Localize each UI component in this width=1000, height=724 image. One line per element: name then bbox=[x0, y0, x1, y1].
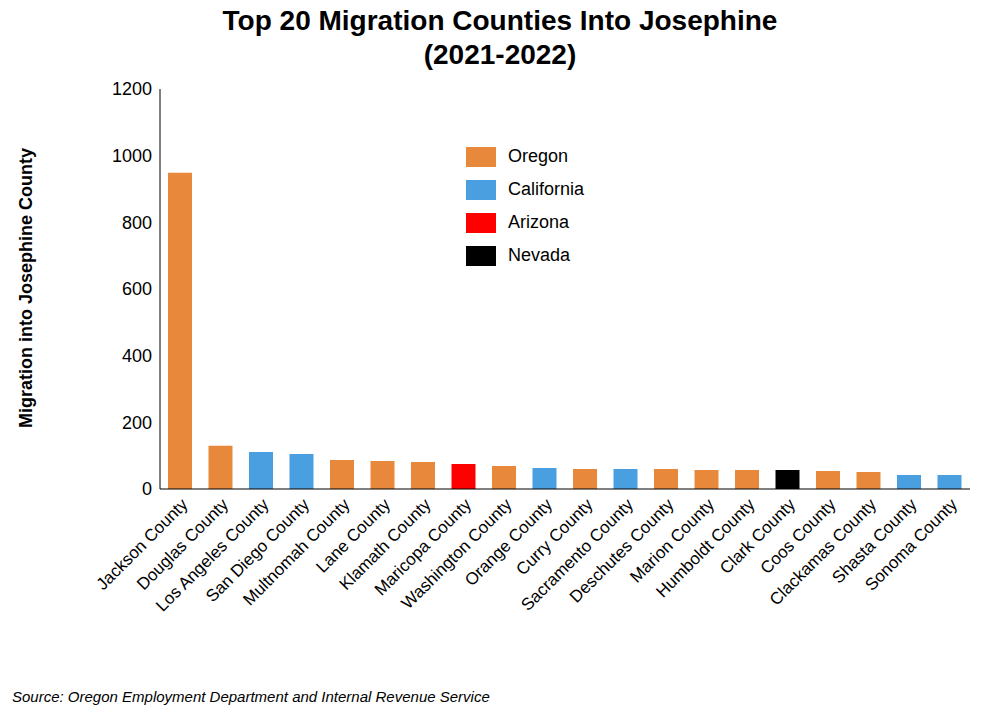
svg-text:Los Angeles County: Los Angeles County bbox=[152, 494, 273, 616]
svg-text:1200: 1200 bbox=[112, 79, 152, 99]
svg-text:Douglas County: Douglas County bbox=[133, 494, 233, 594]
svg-text:Jackson County: Jackson County bbox=[92, 494, 192, 594]
svg-text:Clark County: Clark County bbox=[716, 494, 800, 578]
svg-text:Clackamas County: Clackamas County bbox=[765, 494, 881, 610]
svg-text:1000: 1000 bbox=[112, 146, 152, 166]
svg-text:Sacramento County: Sacramento County bbox=[517, 494, 638, 615]
html-text:Migration into Josephine Count: Migration into Josephine County bbox=[15, 148, 36, 428]
svg-text:400: 400 bbox=[122, 346, 152, 366]
svg-text:Sonoma County: Sonoma County bbox=[861, 495, 961, 595]
svg-text:Maricopa County: Maricopa County bbox=[370, 494, 476, 600]
svg-text:Curry County: Curry County bbox=[512, 494, 597, 580]
html-text:Arizona: Arizona bbox=[508, 212, 569, 232]
svg-text:San Diego County: San Diego County bbox=[202, 494, 314, 606]
svg-text:Orange County: Orange County bbox=[461, 494, 557, 590]
html-text:Nevada: Nevada bbox=[508, 245, 570, 265]
svg-text:Multnomah County: Multnomah County bbox=[239, 494, 354, 610]
svg-text:Washington County: Washington County bbox=[397, 494, 516, 613]
svg-text:Lane County: Lane County bbox=[312, 494, 395, 577]
svg-text:0: 0 bbox=[142, 479, 152, 499]
svg-text:800: 800 bbox=[122, 213, 152, 233]
svg-text:Humboldt County: Humboldt County bbox=[652, 494, 759, 602]
html-text:Source: Oregon Employment Depa: Source: Oregon Employment Department and… bbox=[12, 688, 490, 705]
html-text:Top 20 Migration Counties Into: Top 20 Migration Counties Into Josephine bbox=[222, 5, 778, 36]
html-text:California: California bbox=[508, 179, 584, 199]
html-text:(2021-2022): (2021-2022) bbox=[423, 39, 577, 70]
svg-text:Deschutes County: Deschutes County bbox=[566, 494, 678, 607]
svg-text:Shasta County: Shasta County bbox=[828, 494, 921, 588]
svg-text:200: 200 bbox=[122, 413, 152, 433]
svg-text:Coos County: Coos County bbox=[756, 494, 840, 578]
svg-text:600: 600 bbox=[122, 279, 152, 299]
svg-text:Marion County: Marion County bbox=[626, 494, 719, 587]
html-text:Oregon: Oregon bbox=[508, 146, 568, 166]
svg-text:Klamath County: Klamath County bbox=[335, 494, 435, 594]
